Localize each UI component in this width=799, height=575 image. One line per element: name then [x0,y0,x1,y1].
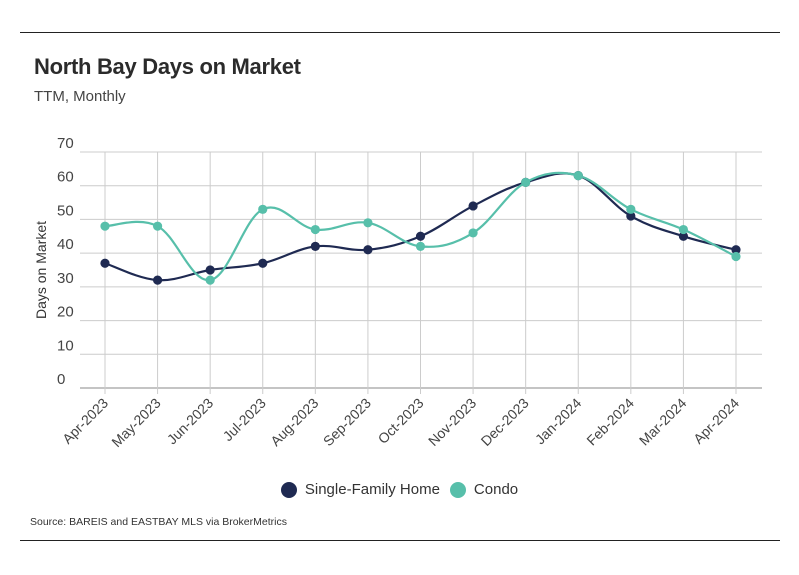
data-point-single-family [415,231,426,241]
y-tick-label: 40 [57,236,74,253]
bottom-rule [20,540,780,541]
y-tick-label: 50 [57,202,74,219]
data-point-condo [152,221,163,231]
legend-item-single-family: Single-Family Home [280,481,440,498]
data-point-single-family [731,245,741,255]
x-tick-label: May-2023 [108,395,163,450]
x-tick-label: Feb-2024 [583,395,637,449]
x-tick-label: Jan-2024 [532,395,585,448]
x-tick-label: Sep-2023 [320,395,374,449]
data-point-single-family [205,265,215,275]
x-tick-label: Nov-2023 [425,395,479,449]
data-point-single-family [678,231,689,241]
data-point-condo [678,224,689,235]
data-point-condo [258,204,268,214]
source-note: Source: BAREIS and EASTBAY MLS via Broke… [30,516,287,528]
data-point-condo [363,218,373,228]
data-point-condo [468,228,478,238]
legend-label-condo: Condo [473,481,519,498]
y-tick-label: 0 [57,371,65,388]
data-point-condo [100,221,110,231]
x-tick-label: Aug-2023 [267,395,321,449]
x-tick-label: Dec-2023 [478,395,532,449]
legend-swatch-single-family [280,481,297,498]
x-tick-label: Apr-2023 [59,395,111,447]
data-point-condo [521,177,531,187]
data-point-single-family [468,201,478,211]
chart-subtitle: TTM, Monthly [34,88,126,105]
chart-legend: Single-Family Home Condo [0,481,799,498]
chart-title: North Bay Days on Market [34,54,301,79]
data-point-single-family [626,211,636,221]
x-tick-label: Jun-2023 [164,395,217,448]
data-point-single-family [363,245,373,255]
data-point-condo [573,171,583,181]
data-point-single-family [100,258,110,268]
data-point-condo [205,275,215,285]
top-rule [20,32,780,33]
legend-item-condo: Condo [449,481,519,498]
data-point-condo [415,241,426,251]
legend-swatch-condo [449,481,466,498]
y-tick-label: 10 [57,337,74,354]
y-axis-title: Days on Market [33,221,49,319]
data-point-single-family [310,241,320,251]
x-tick-label: Jul-2023 [220,395,269,444]
data-point-condo [310,224,320,235]
x-tick-label: Apr-2024 [690,395,742,447]
data-point-single-family [258,258,268,268]
x-tick-label: Oct-2023 [375,395,427,447]
x-tick-label: Mar-2024 [636,395,690,449]
data-point-single-family [152,275,163,285]
y-tick-label: 60 [57,169,74,186]
y-tick-label: 70 [57,135,74,152]
y-tick-label: 30 [57,270,74,287]
y-tick-label: 20 [57,304,74,321]
legend-label-single-family: Single-Family Home [304,481,440,498]
data-point-condo [731,251,741,262]
data-point-condo [626,204,636,214]
